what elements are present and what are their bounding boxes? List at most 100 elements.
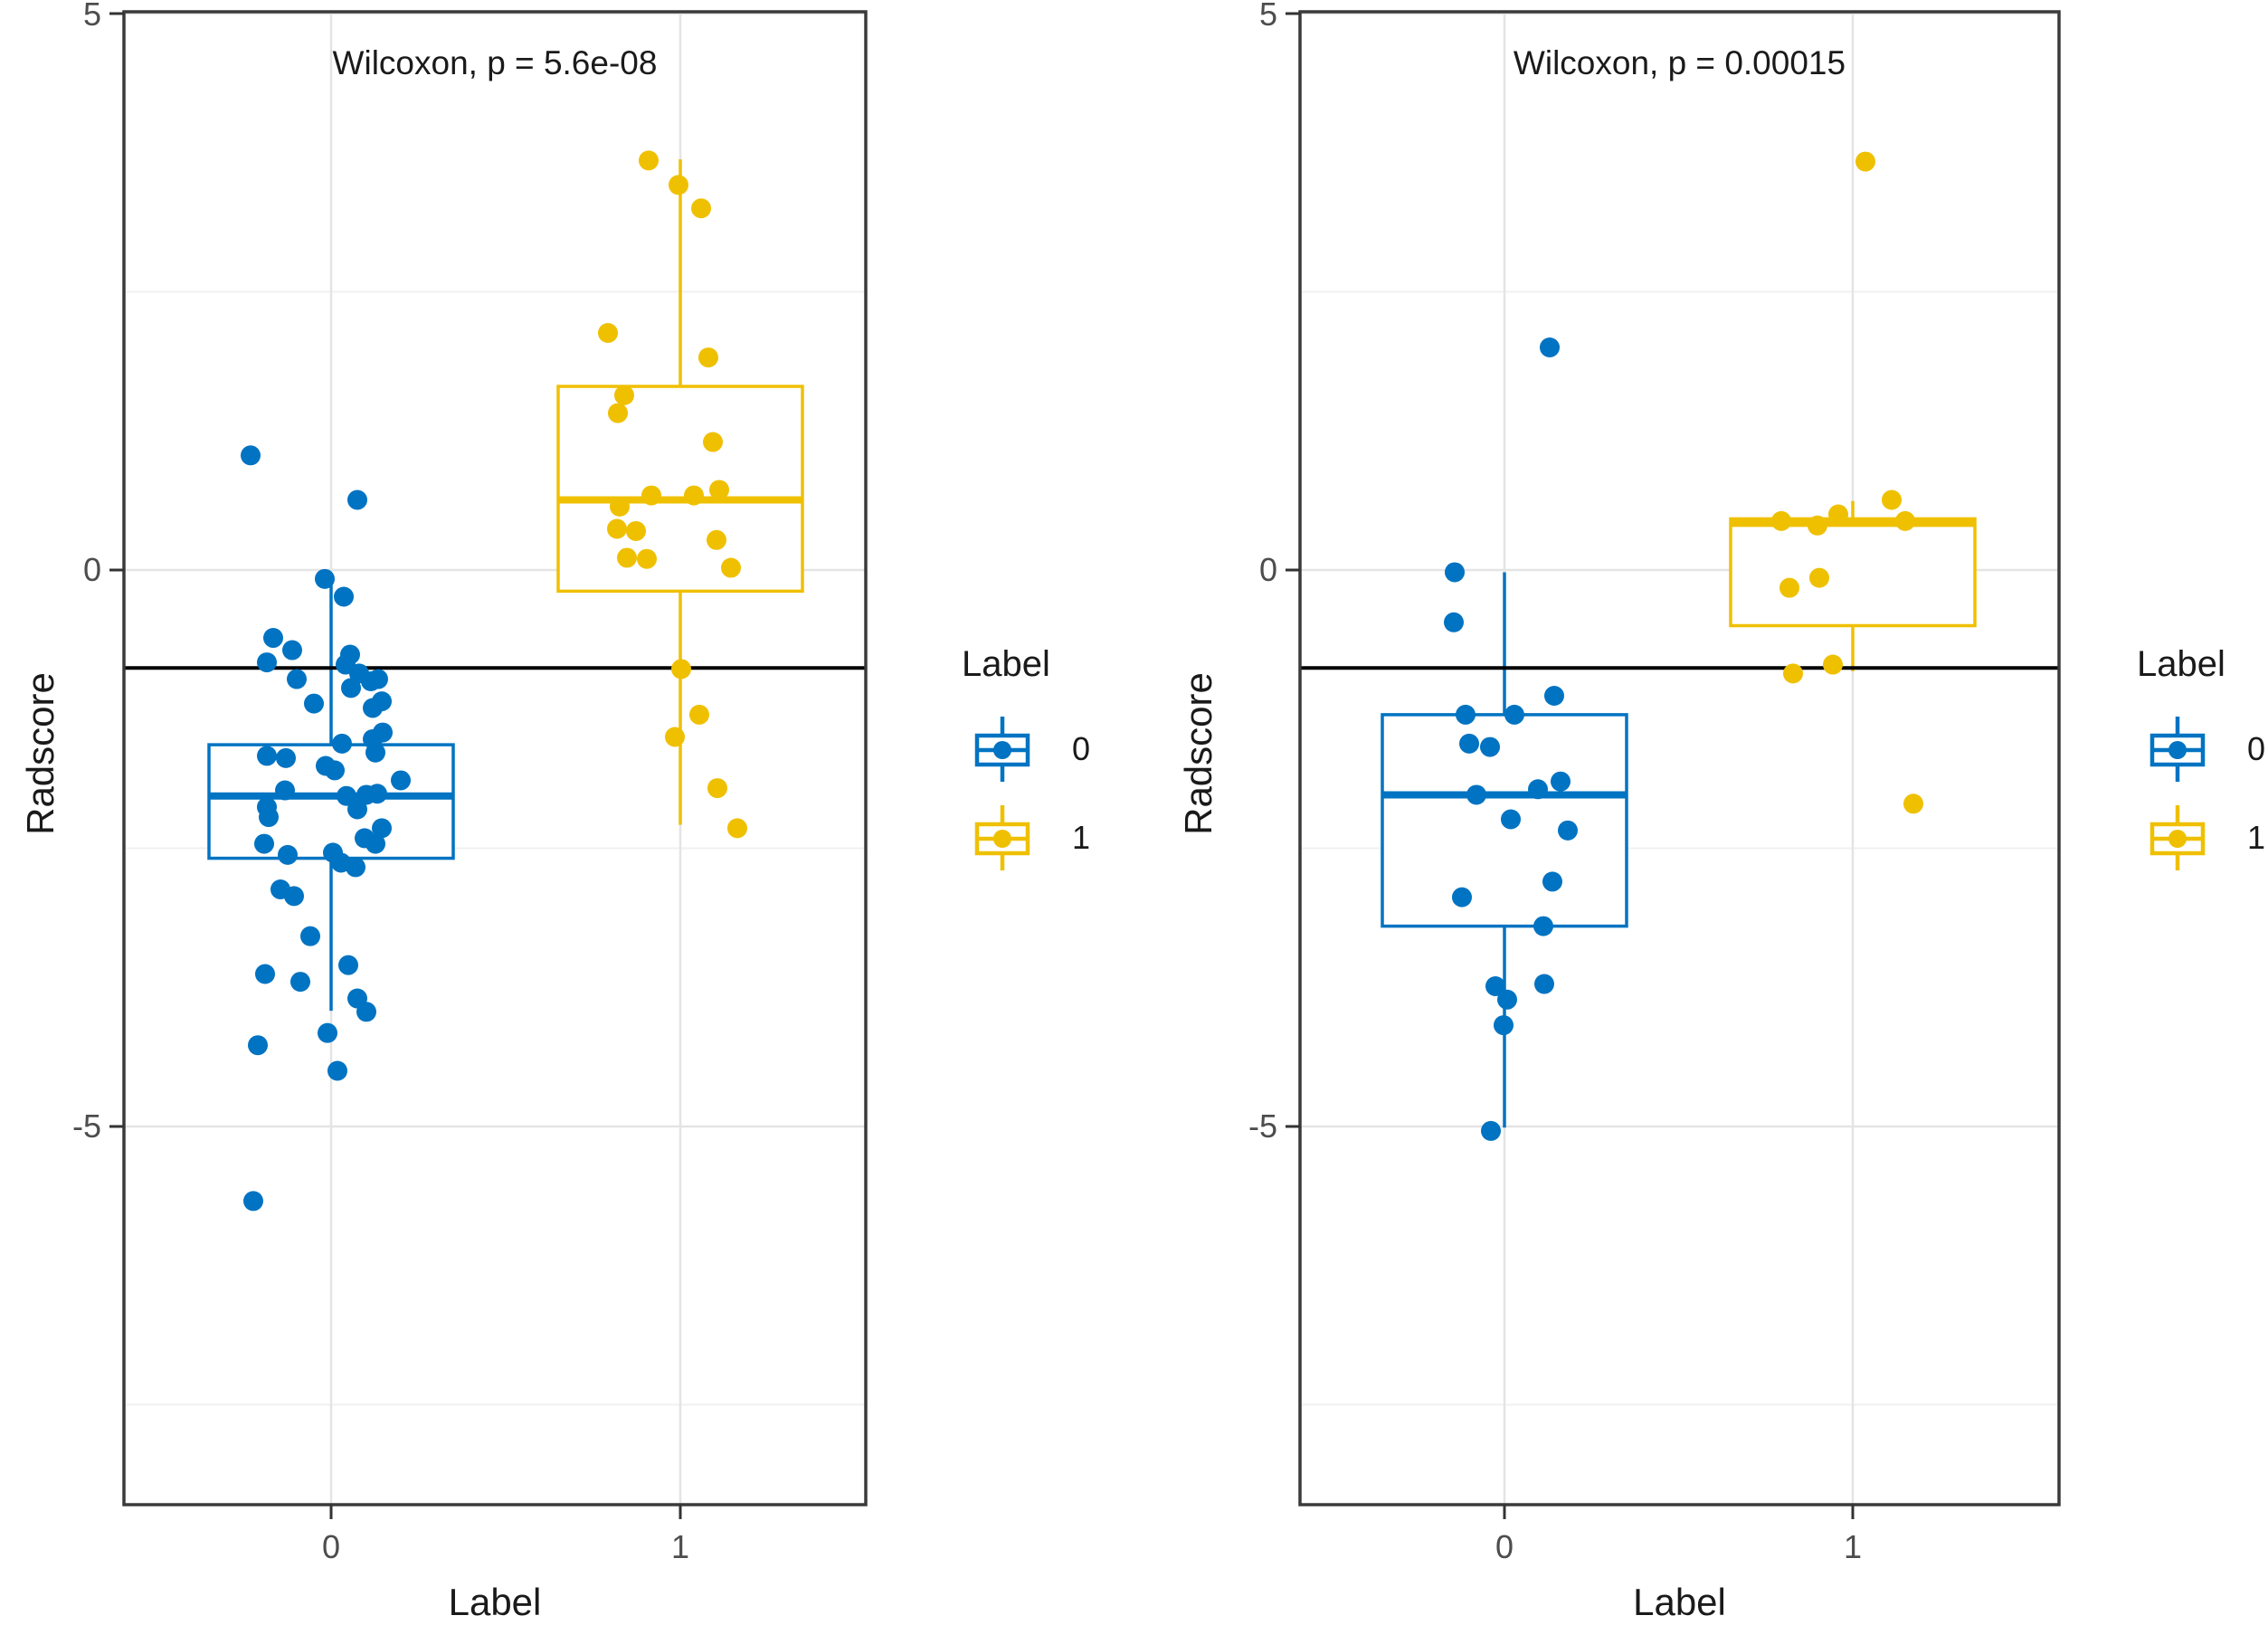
jitter-point xyxy=(254,833,274,854)
jitter-point xyxy=(241,445,261,466)
legend-left: Label 0 1 xyxy=(962,644,1143,870)
panel-border xyxy=(1298,10,2061,1506)
jitter-point xyxy=(284,886,304,907)
legend-right: Label 0 1 xyxy=(2137,644,2268,870)
x-tick-label: 1 xyxy=(1843,1528,1863,1565)
jitter-point xyxy=(1783,663,1803,684)
jitter-point xyxy=(721,557,741,578)
jitter-point xyxy=(347,489,367,510)
jitter-point xyxy=(709,480,729,500)
jitter-point xyxy=(1501,809,1521,830)
y-tick-label: 5 xyxy=(1258,0,1277,33)
jitter-point xyxy=(1882,489,1902,510)
jitter-point xyxy=(1540,337,1560,357)
jitter-point xyxy=(665,727,685,747)
jitter-point xyxy=(318,1022,337,1043)
jitter-point xyxy=(1895,510,1915,531)
x-axis-title-right: Label xyxy=(1633,1581,1726,1623)
legend-item-label: 1 xyxy=(2247,819,2266,856)
jitter-point xyxy=(1544,685,1564,706)
jitter-point xyxy=(1497,989,1517,1010)
jitter-point xyxy=(1823,654,1843,675)
y-axis-title-left: Radscore xyxy=(19,672,62,835)
jitter-point xyxy=(703,432,723,452)
jitter-point xyxy=(1528,779,1548,800)
jitter-point xyxy=(707,529,726,550)
jitter-point xyxy=(617,547,637,568)
jitter-point xyxy=(671,659,691,679)
jitter-point xyxy=(356,784,376,805)
jitter-point xyxy=(1456,704,1476,725)
jitter-point xyxy=(287,669,307,689)
jitter-point xyxy=(641,485,661,506)
jitter-point xyxy=(1534,974,1554,994)
jitter-point xyxy=(327,1060,347,1081)
jitter-point xyxy=(691,198,711,219)
jitter-point xyxy=(278,844,298,865)
jitter-point xyxy=(257,652,277,673)
jitter-point xyxy=(626,520,646,541)
jitter-point xyxy=(325,760,345,781)
jitter-point xyxy=(257,746,277,766)
jitter-point xyxy=(282,640,302,660)
jitter-point xyxy=(608,403,628,423)
jitter-point xyxy=(334,586,354,607)
jitter-point xyxy=(1452,887,1472,908)
x-tick-label: 1 xyxy=(670,1528,690,1565)
x-axis-title-left: Label xyxy=(448,1581,542,1623)
y-tick-label: -5 xyxy=(71,1107,101,1145)
jitter-point xyxy=(1558,820,1578,841)
jitter-point xyxy=(1855,151,1875,172)
jitter-point xyxy=(1485,976,1505,997)
jitter-point xyxy=(315,568,335,589)
jitter-point xyxy=(356,1002,376,1022)
jitter-point xyxy=(365,742,385,763)
legend-item-label: 0 xyxy=(1072,730,1091,767)
jitter-point xyxy=(275,780,295,801)
jitter-point xyxy=(1551,771,1571,792)
y-tick-label: 5 xyxy=(82,0,101,33)
jitter-point xyxy=(337,785,356,806)
jitter-point xyxy=(341,678,361,698)
box xyxy=(556,385,804,594)
jitter-point xyxy=(1771,510,1791,531)
jitter-point xyxy=(637,548,657,569)
glyph-point xyxy=(2168,741,2187,759)
jitter-point xyxy=(248,1035,268,1056)
jitter-point xyxy=(607,518,627,539)
jitter-point xyxy=(1445,562,1465,583)
jitter-point xyxy=(689,704,709,725)
jitter-point xyxy=(372,818,392,839)
jitter-point xyxy=(346,857,365,878)
glyph-point xyxy=(993,830,1011,848)
y-tick-label: 0 xyxy=(82,551,101,588)
jitter-point xyxy=(669,175,688,195)
jitter-point xyxy=(332,733,352,754)
jitter-point xyxy=(304,693,324,714)
jitter-point xyxy=(391,770,411,791)
y-tick-label: 0 xyxy=(1258,551,1277,588)
jitter-point xyxy=(276,747,296,768)
jitter-point xyxy=(363,698,383,718)
jitter-point xyxy=(300,926,320,946)
jitter-point xyxy=(1466,784,1486,805)
x-tick-label: 0 xyxy=(321,1528,341,1565)
glyph-point xyxy=(993,741,1011,759)
panel-border xyxy=(122,10,868,1506)
jitter-point xyxy=(1504,704,1524,725)
jitter-point xyxy=(259,807,279,828)
jitter-point xyxy=(727,818,747,839)
jitter-point xyxy=(255,964,275,984)
y-axis-title-right: Radscore xyxy=(1177,672,1219,835)
jitter-point xyxy=(290,972,310,993)
jitter-point xyxy=(368,669,388,689)
jitter-point xyxy=(1809,567,1829,588)
jitter-point xyxy=(1533,916,1553,936)
jitter-point xyxy=(1542,871,1562,892)
legend-title: Label xyxy=(2137,644,2225,684)
legend-key-boxplot-icon xyxy=(974,805,1030,870)
jitter-point xyxy=(1808,515,1827,536)
panel-title-right: Wilcoxon, p = 0.00015 xyxy=(1513,44,1846,81)
legend-item-label: 0 xyxy=(2247,730,2266,767)
